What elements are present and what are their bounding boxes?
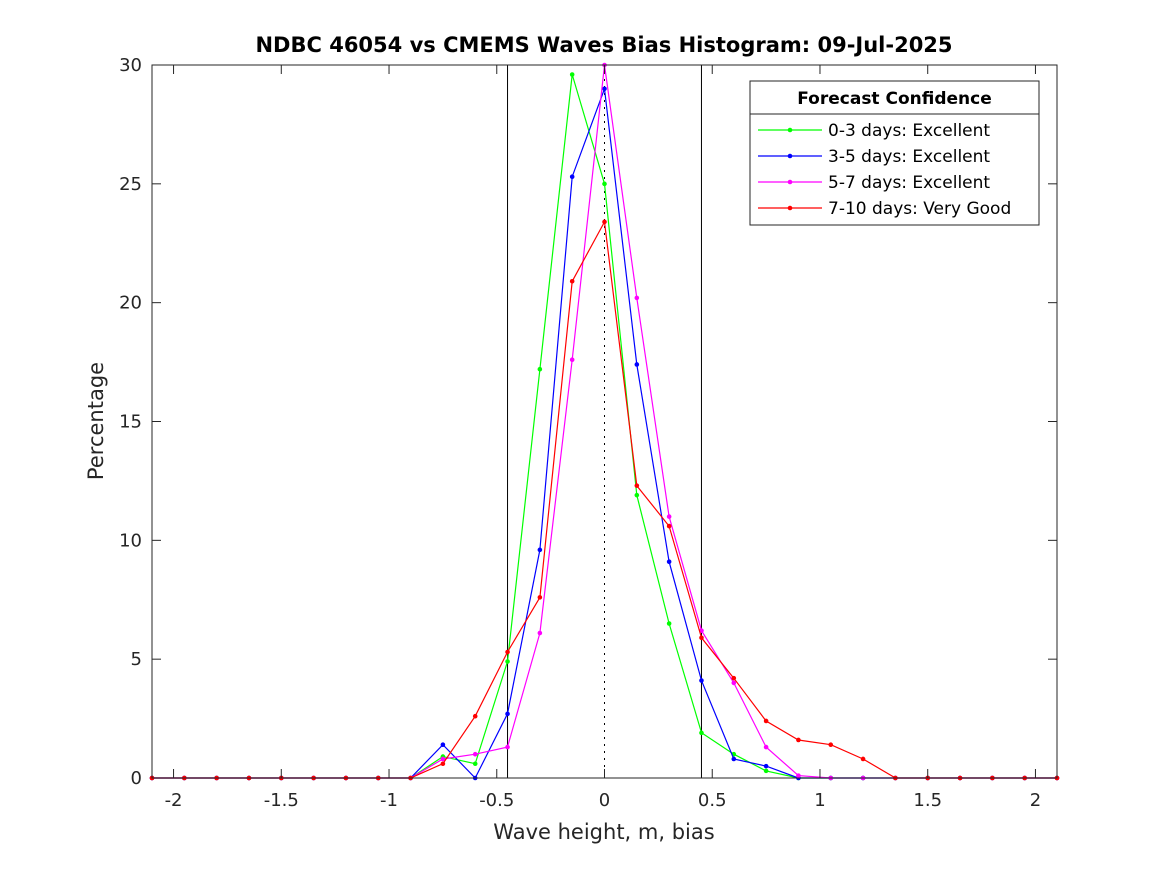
data-point: [602, 86, 607, 92]
y-tick-label: 5: [131, 649, 142, 670]
data-point: [666, 621, 672, 626]
data-point: [699, 730, 704, 736]
legend-swatch-marker: [787, 179, 793, 185]
legend-entry: 0-3 days: Excellent: [758, 121, 990, 141]
legend-label: 0-3 days: Excellent: [828, 121, 990, 141]
legend: Forecast Confidence 0-3 days: Excellent 3…: [749, 80, 1040, 226]
legend-label: 5-7 days: Excellent: [828, 173, 990, 193]
x-axis-ticks: -2 -1.5 -1 -0.5 0 0.5 1 1.5 2: [165, 65, 1041, 811]
x-tick-label: 1.5: [913, 790, 942, 811]
x-tick-label: 1: [814, 790, 825, 811]
data-point: [731, 756, 737, 762]
data-point: [634, 362, 640, 367]
y-tick-label: 25: [119, 174, 142, 195]
data-point: [828, 742, 834, 748]
data-point: [472, 751, 478, 757]
data-point: [860, 756, 866, 762]
data-point: [505, 649, 510, 655]
data-point: [602, 181, 607, 187]
chart-title: NDBC 46054 vs CMEMS Waves Bias Histogram…: [255, 33, 952, 57]
data-point: [666, 559, 672, 565]
data-point: [472, 761, 478, 767]
data-point: [569, 278, 575, 284]
data-point: [440, 742, 446, 748]
data-point: [666, 523, 672, 529]
legend-swatch-marker: [787, 127, 793, 133]
x-tick-label: 0.5: [698, 790, 727, 811]
data-point: [472, 713, 478, 719]
data-point: [731, 680, 737, 686]
y-axis-ticks: 0 5 10 15 20 25 30: [119, 55, 1057, 789]
legend-label: 3-5 days: Excellent: [828, 147, 990, 167]
data-point: [731, 675, 737, 681]
data-point: [634, 483, 640, 488]
data-point: [505, 659, 510, 664]
y-tick-label: 0: [131, 768, 142, 789]
x-axis-label: Wave height, m, bias: [493, 820, 714, 844]
y-axis-label: Percentage: [84, 362, 108, 480]
legend-swatch-marker: [787, 205, 793, 211]
legend-box: [749, 80, 1040, 226]
data-point: [569, 174, 575, 180]
x-tick-label: 2: [1030, 790, 1041, 811]
legend-entry: 5-7 days: Excellent: [758, 173, 990, 193]
legend-entry: 7-10 days: Very Good: [758, 199, 1011, 219]
data-point: [537, 595, 543, 600]
data-point: [763, 763, 769, 769]
x-tick-label: -1.5: [264, 790, 299, 811]
data-point: [796, 773, 801, 778]
y-tick-label: 10: [119, 530, 142, 551]
x-tick-label: -1: [380, 790, 398, 811]
data-point: [440, 761, 446, 767]
data-point: [763, 768, 769, 774]
data-point: [666, 514, 672, 519]
data-point: [634, 492, 640, 498]
data-point: [537, 547, 543, 553]
data-point: [699, 678, 704, 683]
data-point: [763, 744, 769, 750]
legend-entries: 0-3 days: Excellent 3-5 days: Excellent 5-…: [758, 121, 1011, 219]
x-tick-label: 0: [599, 790, 610, 811]
legend-label: 7-10 days: Very Good: [828, 199, 1011, 219]
data-point: [537, 366, 543, 372]
y-tick-label: 20: [119, 293, 142, 314]
data-point: [537, 630, 543, 636]
data-point: [569, 357, 575, 363]
data-point: [505, 744, 510, 750]
data-point: [796, 737, 801, 743]
x-tick-label: -2: [165, 790, 183, 811]
data-point: [505, 711, 510, 717]
data-point: [763, 718, 769, 724]
data-point: [602, 219, 607, 225]
data-point: [569, 72, 575, 77]
data-point: [440, 756, 446, 762]
legend-entry: 3-5 days: Excellent: [758, 147, 990, 167]
y-tick-label: 30: [119, 55, 142, 76]
data-point: [634, 295, 640, 301]
x-tick-label: -0.5: [479, 790, 514, 811]
data-point: [699, 635, 704, 641]
y-tick-label: 15: [119, 412, 142, 433]
legend-title: Forecast Confidence: [797, 89, 992, 109]
legend-swatch-marker: [787, 153, 793, 159]
